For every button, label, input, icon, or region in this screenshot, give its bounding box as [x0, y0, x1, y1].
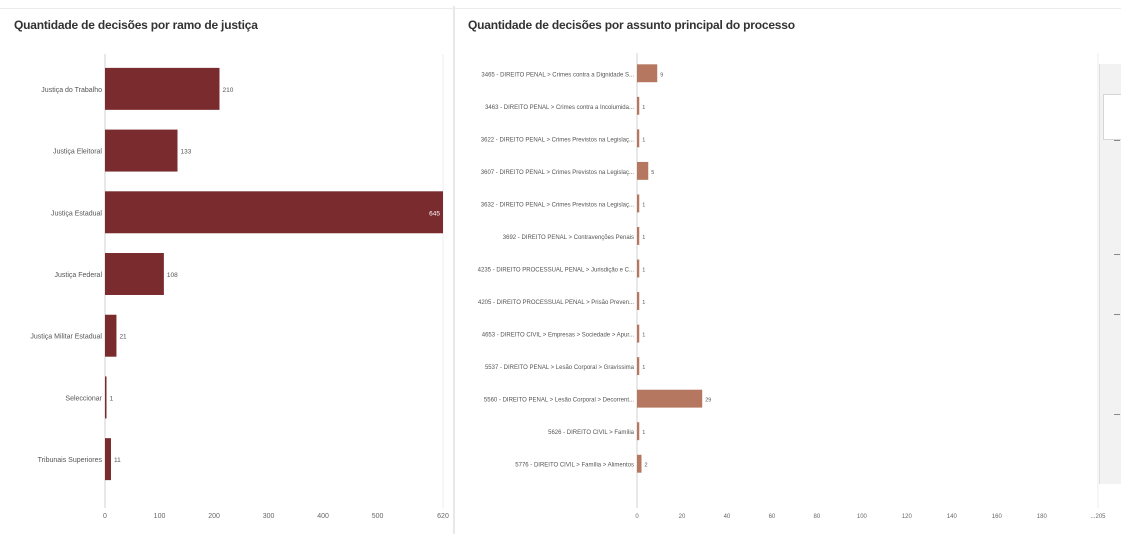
assunto-category-label: 3463 - DIREITO PENAL > Crimes contra a I…	[485, 105, 634, 111]
assunto-data-label: 1	[642, 333, 645, 339]
ramo-data-label: 108	[167, 272, 178, 279]
assunto-data-label: 1	[642, 105, 645, 111]
assunto-data-label: 5	[651, 170, 654, 176]
assunto-bar[interactable]	[637, 161, 649, 180]
ramo-x-tick-label: 300	[263, 513, 275, 520]
assunto-bar[interactable]	[637, 64, 658, 83]
ramo-x-tick-label: 100	[154, 513, 166, 520]
assunto-data-label: 1	[642, 202, 645, 208]
ramo-data-label: 21	[119, 334, 127, 341]
ramo-category-label: Justiça Federal	[55, 272, 103, 279]
assunto-x-tick-label: 40	[724, 514, 731, 520]
assunto-category-label: 3607 - DIREITO PENAL > Crimes Previstos …	[481, 170, 635, 176]
ramo-category-label: Justiça Estadual	[51, 210, 102, 217]
scrollbar-marker	[1114, 254, 1120, 255]
assunto-data-label: 1	[642, 268, 645, 274]
assunto-category-label: 5537 - DIREITO PENAL > Lesão Corporal > …	[485, 365, 635, 371]
assunto-x-tick-label: 100	[857, 514, 868, 520]
assunto-category-label: 4205 - DIREITO PROCESSUAL PENAL > Prisão…	[478, 300, 634, 306]
assunto-x-tick-label: 80	[814, 514, 821, 520]
chart-title-assunto: Quantidade de decisões por assunto princ…	[468, 18, 795, 32]
assunto-x-tick-label: 120	[902, 514, 913, 520]
ramo-x-tick-label: 0	[103, 513, 107, 520]
ramo-category-label: Justiça Militar Estadual	[30, 334, 102, 341]
panel-divider[interactable]	[453, 6, 455, 534]
assunto-x-tick-label: 160	[992, 514, 1003, 520]
assunto-bar[interactable]	[637, 389, 703, 408]
ramo-data-label: 11	[114, 457, 121, 464]
assunto-category-label: 3632 - DIREITO PENAL > Crimes Previstos …	[481, 202, 635, 208]
ramo-x-tick-label: 400	[317, 513, 329, 520]
top-rule	[0, 8, 1121, 9]
ramo-category-label: Justiça Eleitoral	[53, 149, 102, 156]
assunto-x-tick-label: 180	[1037, 514, 1048, 520]
ramo-category-label: Tribunais Superiores	[38, 457, 103, 464]
ramo-bar[interactable]	[105, 67, 220, 110]
chart-panel-assunto-principal	[462, 10, 1114, 530]
ramo-x-tick-label: 620	[437, 513, 449, 520]
assunto-data-label: 29	[705, 398, 711, 404]
chart-panel-ramo-justica	[8, 10, 448, 530]
assunto-x-tick-label: 0	[635, 514, 639, 520]
scrollbar-marker	[1114, 414, 1120, 415]
assunto-bar[interactable]	[637, 324, 640, 343]
assunto-category-label: 4235 - DIREITO PROCESSUAL PENAL > Jurisd…	[478, 268, 635, 274]
assunto-x-tick-label: ...205	[1090, 514, 1106, 520]
scrollbar-thumb[interactable]	[1103, 94, 1121, 140]
vertical-scrollbar[interactable]	[1099, 64, 1121, 484]
assunto-bar[interactable]	[637, 227, 640, 245]
assunto-data-label: 9	[660, 72, 663, 78]
assunto-data-label: 1	[642, 300, 645, 306]
ramo-category-label: Seleccionar	[65, 395, 102, 402]
ramo-bar[interactable]	[105, 376, 107, 419]
assunto-x-tick-label: 60	[769, 514, 776, 520]
assunto-category-label: 3465 - DIREITO PENAL > Crimes contra a D…	[481, 72, 634, 78]
ramo-data-label: 210	[222, 87, 233, 94]
ramo-bar[interactable]	[105, 438, 111, 481]
ramo-data-label: 1	[110, 395, 114, 402]
assunto-data-label: 1	[642, 137, 645, 143]
assunto-data-label: 1	[642, 235, 645, 241]
assunto-bar[interactable]	[637, 422, 640, 441]
assunto-x-tick-label: 20	[679, 514, 686, 520]
ramo-bar[interactable]	[105, 129, 178, 172]
scrollbar-marker	[1114, 140, 1120, 141]
ramo-data-label: 133	[181, 149, 192, 156]
ramo-bar[interactable]	[105, 253, 164, 295]
assunto-data-label: 1	[642, 430, 645, 436]
assunto-data-label: 2	[644, 463, 647, 469]
assunto-bar[interactable]	[637, 454, 642, 473]
assunto-category-label: 5626 - DIREITO CIVIL > Família	[548, 430, 635, 436]
assunto-bar[interactable]	[637, 194, 640, 213]
scrollbar-marker	[1114, 314, 1120, 315]
assunto-bar[interactable]	[637, 96, 640, 115]
ramo-x-tick-label: 200	[208, 513, 220, 520]
ramo-category-label: Justiça do Trabalho	[41, 87, 102, 94]
assunto-bar[interactable]	[637, 292, 640, 310]
ramo-x-tick-label: 500	[372, 513, 384, 520]
assunto-x-tick-label: 140	[947, 514, 958, 520]
ramo-bar[interactable]	[105, 191, 443, 234]
assunto-category-label: 5560 - DIREITO PENAL > Lesão Corporal > …	[484, 398, 634, 404]
assunto-category-label: 3692 - DIREITO PENAL > Contravenções Pen…	[503, 235, 634, 241]
ramo-bar[interactable]	[105, 314, 117, 357]
assunto-data-label: 1	[642, 365, 645, 371]
assunto-category-label: 4653 - DIREITO CIVIL > Empresas > Socied…	[482, 333, 635, 339]
assunto-bar[interactable]	[637, 357, 640, 376]
ramo-data-label: 645	[429, 210, 440, 217]
chart-title-ramo: Quantidade de decisões por ramo de justi…	[14, 18, 258, 32]
assunto-category-label: 3622 - DIREITO PENAL > Crimes Previstos …	[481, 137, 635, 143]
assunto-category-label: 5776 - DIREITO CIVIL > Família > Aliment…	[515, 463, 634, 469]
assunto-bar[interactable]	[637, 259, 640, 278]
assunto-bar[interactable]	[637, 129, 640, 148]
